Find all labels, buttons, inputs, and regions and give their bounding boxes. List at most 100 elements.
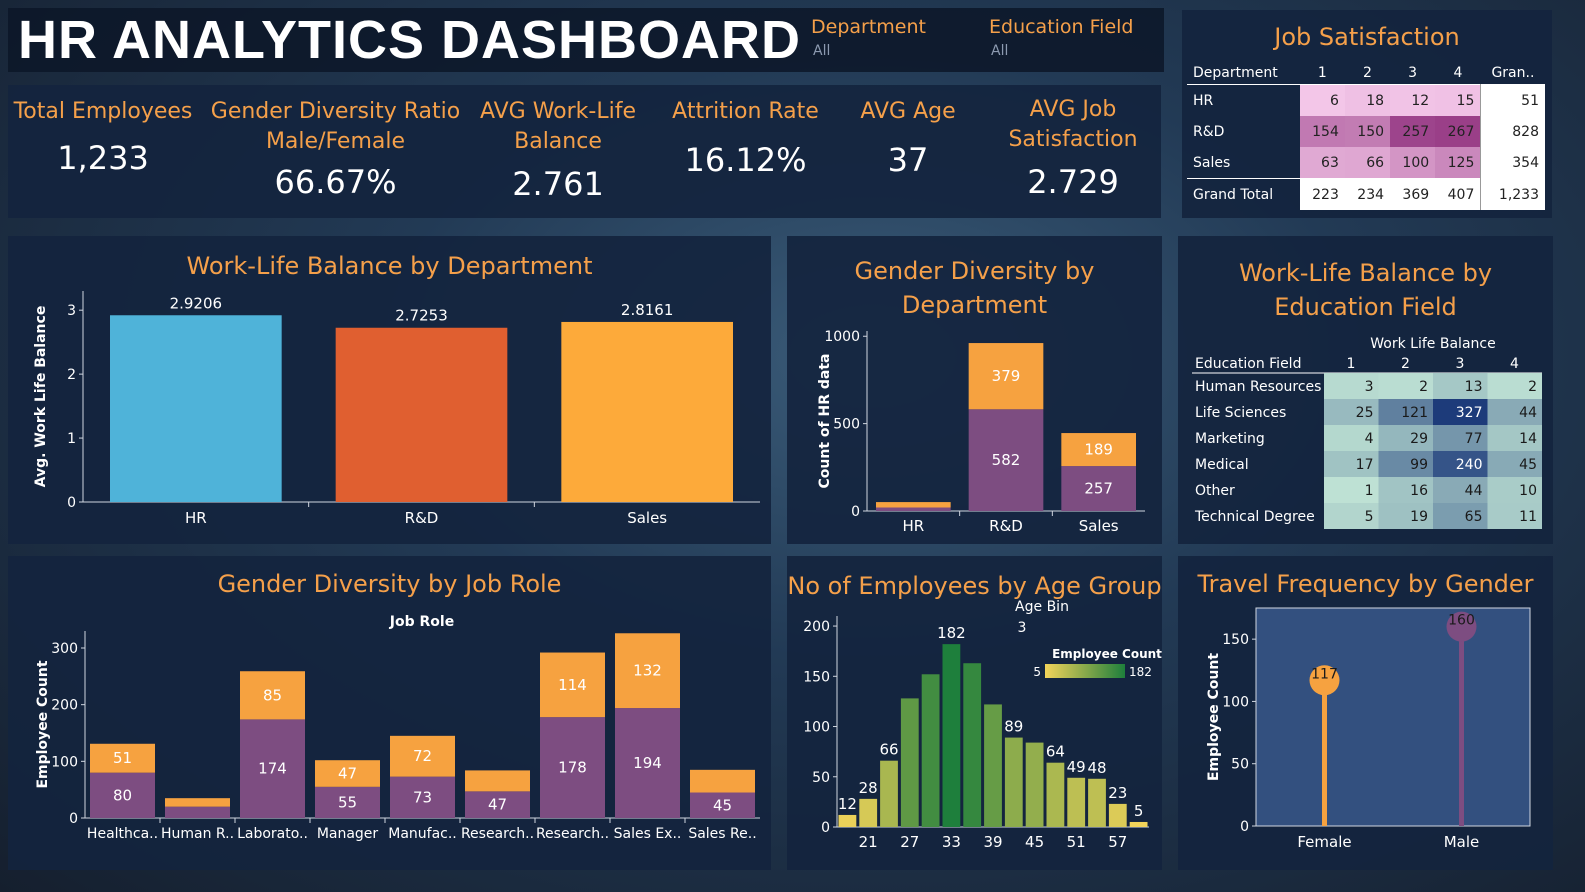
bin-size-label: 3 [1018,620,1027,636]
table-header-cell: 2 [1362,65,1372,81]
heat-cell [1378,451,1433,477]
color-legend-title: Employee Count [1052,647,1162,661]
bar-segment [390,735,455,777]
wlb-education-table: Work Life Balance Education Field 1 2 3 4 Huma… [1192,336,1542,529]
heat-cell [1487,451,1542,477]
kpi-label: AVG Age [860,99,956,124]
x-tick-label: Research.. [461,826,534,842]
column-header: 4 [1510,356,1519,372]
heat-cell [1378,477,1433,503]
heat-cell [1487,399,1542,425]
bar-segment [315,760,380,787]
heat-cell-value: 19 [1410,509,1428,525]
y-tick-label: 0 [851,504,860,520]
table-cell: 223 [1299,178,1345,210]
y-tick-label: 100 [51,754,78,770]
bar [984,704,1002,827]
filter-education-value[interactable]: All [991,43,1009,59]
table-cell: 66 [1344,147,1391,179]
heat-cell-value: 3 [1365,379,1374,395]
heat-cell [1487,477,1542,503]
x-tick-label: Sales [1079,517,1119,535]
x-tick-label: Female [1297,833,1351,851]
bar-value-label: 5 [1134,802,1144,820]
table-cell: 267 [1435,116,1481,147]
heat-cell [1324,373,1379,399]
kpi-value: 1,233 [57,139,149,177]
heat-cell-value: 44 [1465,483,1483,499]
x-tick-label: Manager [317,826,379,842]
x-tick-label: 45 [1025,833,1044,851]
bar [1046,762,1065,827]
x-tick-label: 39 [983,833,1002,851]
bar-value-label: 174 [258,760,287,778]
bar [1067,777,1086,827]
heat-cell-value: 11 [1519,509,1537,525]
bar [963,663,982,827]
y-tick-label: 500 [833,417,860,433]
bar-segment [315,786,380,818]
bar [561,321,733,502]
x-tick-label: Manufac.. [388,826,457,842]
filter-department-label: Department [811,16,926,38]
x-tick-label: Laborato.. [237,826,308,842]
row-label: R&D [1193,123,1225,140]
kpi-panel: Total Employees 1,233 Gender Diversity R… [8,85,1161,218]
bar [900,698,919,827]
bar-segment [968,409,1044,511]
bar-segment [90,743,155,773]
bar [1129,821,1148,827]
lollipop-value-label: 160 [1448,613,1475,629]
bar [942,644,961,827]
kpi-attrition-rate: Attrition Rate 16.12% [658,97,833,179]
bar [921,674,940,827]
table-cell: 407 [1435,178,1481,210]
bar-segment [540,717,605,818]
bar [110,315,282,502]
y-tick-label: 150 [803,669,830,685]
x-axis-title: Job Role [389,614,454,630]
y-tick-label: 2 [67,367,76,383]
table-row: Sales 63 66 100 125 354 [1187,147,1545,179]
table-cell: 234 [1344,178,1391,210]
gender-jobrole-panel: Gender Diversity by Job Role 0 100 200 300 E… [8,556,771,870]
y-tick-label: 1 [67,431,76,447]
gender-department-title: Gender Diversity by Department [854,257,1095,319]
job-satisfaction-title: Job Satisfaction [1274,23,1460,51]
heat-cell-value: 99 [1410,457,1428,473]
heat-cell-value: 121 [1401,405,1428,421]
heat-cell-value: 2 [1419,379,1428,395]
heat-cell [1433,399,1488,425]
bar-value-label: 132 [633,662,662,680]
heat-cell [1433,425,1488,451]
heat-cell [1487,425,1542,451]
bar [880,760,898,827]
table-header-cell: 1 [1317,65,1327,81]
table-header-row: Department 1 2 3 4 Gran.. [1187,62,1545,85]
y-tick-label: 0 [69,811,78,827]
bar-value-label: 48 [1087,759,1106,777]
kpi-label: Gender Diversity Ratio Male/Female [210,99,461,154]
heat-cell [1487,503,1542,529]
dashboard-title: HR ANALYTICS DASHBOARD [18,10,802,70]
age-group-panel: No of Employees by Age Group 0 50 100 150 20… [787,556,1162,870]
bar-value-label: 51 [113,749,132,767]
x-axis-title: Age Bin [1015,599,1069,615]
wlb-department-title: Work-Life Balance by Department [186,252,593,280]
kpi-label: AVG Job Satisfaction [1008,97,1138,152]
column-header: 1 [1347,356,1356,372]
row-label: Human Resources [1195,379,1321,395]
bar-segment [615,633,680,709]
filter-department-value[interactable]: All [813,43,831,59]
heat-cell [1433,477,1488,503]
gender-jobrole-title: Gender Diversity by Job Role [217,570,562,598]
y-tick-label: 50 [812,770,830,786]
heat-cell-value: 44 [1519,405,1537,421]
x-tick-label: R&D [405,509,439,527]
heat-cell-value: 2 [1528,379,1537,395]
table-cell: 125 [1435,147,1481,179]
wlb-education-panel: Work-Life Balance by Education Field Wor… [1178,236,1553,544]
